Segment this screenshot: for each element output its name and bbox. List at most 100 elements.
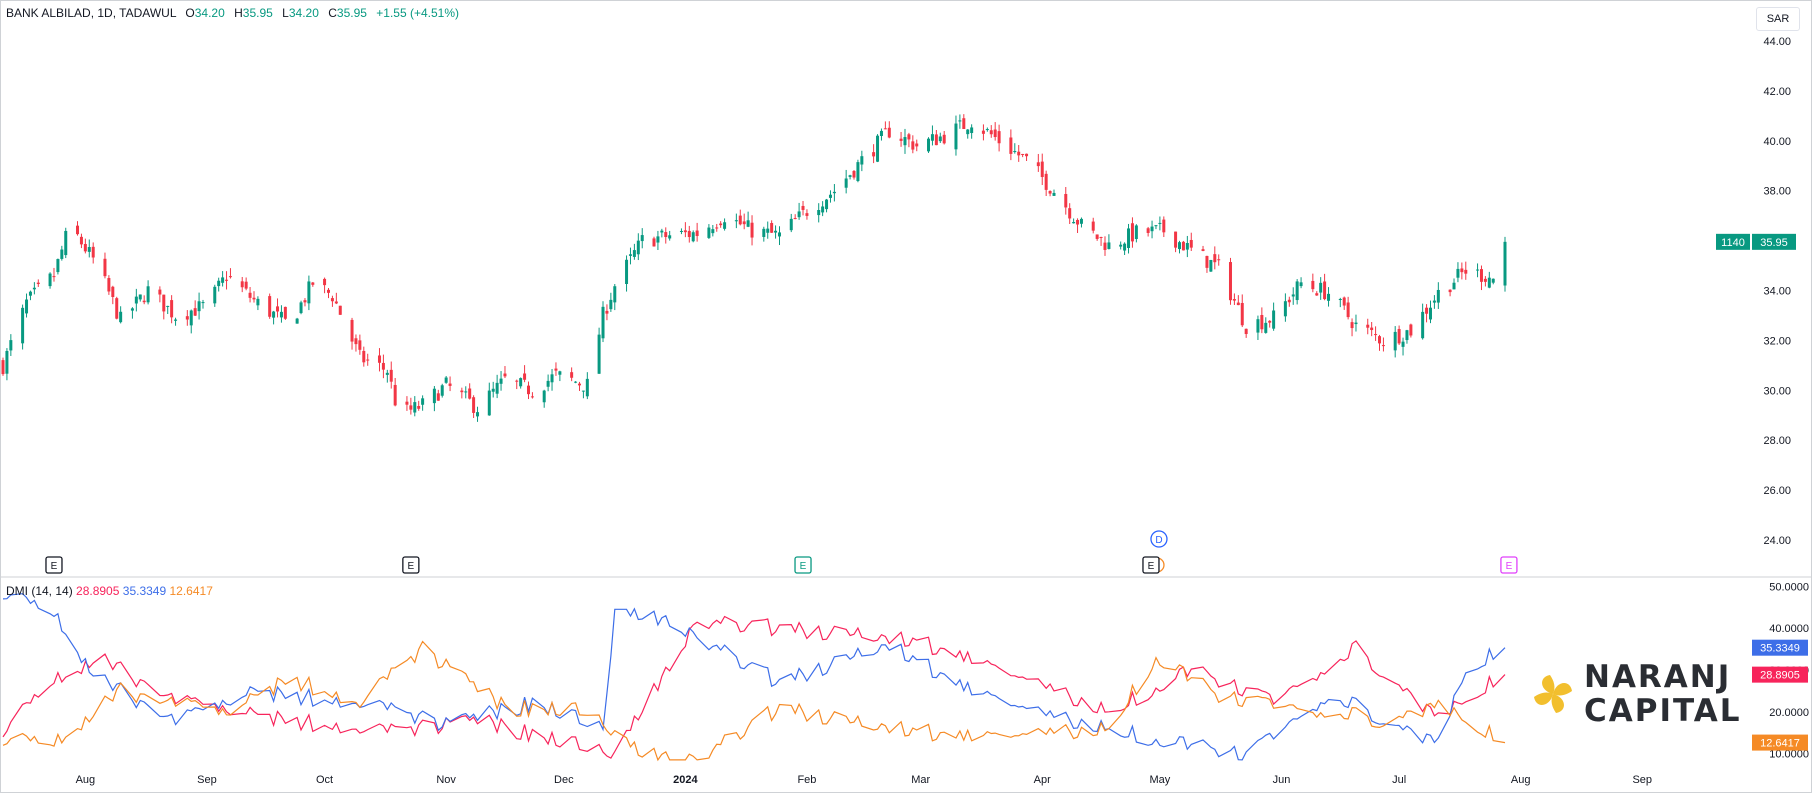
candle-body: [48, 273, 52, 287]
candle-body: [1354, 322, 1358, 325]
candle-body: [550, 374, 554, 383]
candle-body: [1405, 330, 1409, 341]
symbol-legend[interactable]: BANK ALBILAD, 1D, TADAWUL O34.20 H35.95 …: [6, 6, 459, 20]
change-value: +1.55 (+4.51%): [376, 6, 460, 20]
candle-body: [323, 278, 327, 286]
price-tick-label: 38.00: [1763, 186, 1791, 198]
time-tick-label: Aug: [1511, 774, 1531, 786]
candle-body: [1428, 307, 1432, 320]
candle-body: [1130, 223, 1134, 242]
candle-body: [448, 383, 452, 386]
candle-body: [162, 294, 166, 312]
candle-body: [1228, 262, 1232, 301]
candle-body: [146, 286, 150, 303]
candle-body: [577, 383, 581, 386]
candle-body: [107, 278, 111, 292]
candle-body: [91, 246, 95, 258]
candle-body: [570, 372, 574, 378]
candle-body: [519, 378, 523, 387]
dmi-tick-label: 20.0000: [1769, 707, 1809, 719]
dmi-legend[interactable]: DMI (14, 14) 28.8905 35.3349 12.6417: [6, 584, 213, 598]
candle-body: [158, 289, 162, 295]
dmi-line-plusdi[interactable]: [2, 593, 1506, 761]
candle-body: [668, 235, 672, 239]
dividend-marker[interactable]: [1150, 530, 1168, 548]
candle-body: [679, 230, 683, 232]
candle-body: [499, 378, 503, 384]
open-label: O: [185, 6, 195, 20]
candle-body: [554, 368, 558, 371]
time-tick-label: Aug: [76, 774, 96, 786]
candle-body: [523, 373, 527, 380]
candle-body: [1162, 219, 1166, 233]
candle-body: [225, 279, 229, 281]
dmi-line-minusdi[interactable]: [2, 640, 1506, 762]
candle-body: [432, 388, 436, 404]
candle-body: [421, 398, 425, 405]
candle-body: [1421, 311, 1425, 339]
candle-body: [1323, 281, 1327, 300]
dividend-marker-label: D: [1155, 535, 1162, 546]
candle-body: [1217, 259, 1221, 261]
time-tick-label: Nov: [436, 774, 456, 786]
candle-body: [303, 300, 307, 303]
candle-body: [1370, 327, 1374, 331]
earnings-marker[interactable]: [402, 556, 420, 574]
candle-body: [942, 134, 946, 144]
price-tick-label: 30.00: [1763, 385, 1791, 397]
candle-body: [1064, 193, 1068, 208]
candle-body: [962, 118, 966, 130]
candle-body: [883, 128, 887, 130]
earnings-marker[interactable]: [1500, 556, 1518, 574]
candle-body: [1076, 219, 1080, 225]
candle-body: [495, 382, 499, 394]
dmi-value-text: 28.8905: [1760, 670, 1800, 682]
candle-body: [1260, 315, 1264, 330]
candle-body: [1319, 282, 1323, 293]
earnings-marker[interactable]: [1142, 556, 1160, 574]
currency-button[interactable]: SAR: [1756, 7, 1800, 31]
candle-body: [130, 308, 134, 311]
candle-body: [1295, 281, 1299, 301]
candle-body: [1185, 243, 1189, 250]
candle-body: [558, 371, 562, 375]
candle-body: [930, 134, 934, 141]
candle-body: [21, 307, 25, 344]
candle-body: [1287, 299, 1291, 303]
time-axis: Aug Sep Oct Nov Dec 2024 Feb Mar Apr May Jun Jul Aug…: [76, 774, 1652, 786]
candle-body: [723, 222, 727, 229]
time-tick-label: Dec: [554, 774, 574, 786]
candle-body: [1342, 297, 1346, 306]
candle-body: [1378, 336, 1382, 344]
time-tick-label: Mar: [911, 774, 930, 786]
candle-body: [530, 396, 534, 398]
candle-body: [828, 194, 832, 198]
candle-body: [825, 199, 829, 210]
candle-body: [856, 162, 860, 182]
dmi-line-adx[interactable]: [2, 615, 1506, 759]
earnings-marker[interactable]: [45, 556, 63, 574]
earnings-marker[interactable]: [794, 556, 812, 574]
candle-body: [377, 355, 381, 363]
candle-body: [174, 319, 178, 321]
candle-body: [997, 131, 1001, 144]
candle-body: [244, 281, 248, 289]
candle-body: [927, 138, 931, 152]
candle-body: [1299, 282, 1303, 287]
candle-body: [115, 298, 119, 319]
candle-body: [1013, 150, 1017, 153]
candle-body: [879, 130, 883, 136]
candle-body: [464, 391, 468, 393]
candle-body: [981, 130, 985, 134]
logo-line-2: CAPITAL: [1584, 693, 1742, 729]
candle-body: [887, 127, 891, 138]
close-label: C: [328, 6, 337, 20]
candle-body: [707, 227, 711, 238]
candle-body: [1456, 268, 1460, 278]
candle-body: [750, 222, 754, 238]
dmi-title: DMI (14, 14): [6, 584, 73, 598]
dmi-value-text: 35.3349: [1760, 643, 1800, 655]
candle-body: [1068, 208, 1072, 219]
candle-body: [468, 388, 472, 399]
